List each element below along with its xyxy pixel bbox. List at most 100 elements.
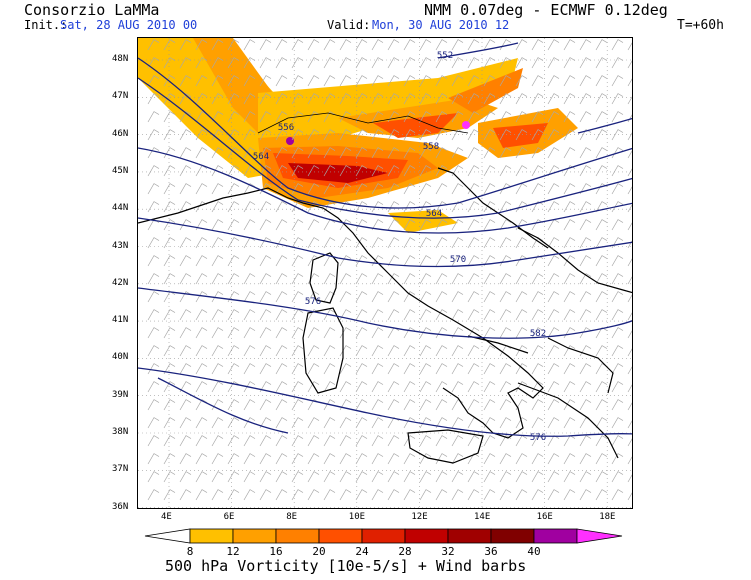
lon-tick-label: 16E	[536, 512, 553, 522]
wind-barb	[259, 291, 272, 303]
geopotential-contour-4	[138, 217, 632, 268]
wind-barb	[483, 291, 496, 303]
wind-barb	[243, 381, 256, 393]
wind-barb	[227, 39, 240, 51]
wind-barb	[467, 219, 480, 231]
wind-barb	[531, 417, 544, 429]
wind-barb	[371, 417, 384, 429]
wind-barb	[275, 399, 288, 411]
wind-barb	[355, 147, 368, 159]
wind-barb	[499, 309, 512, 321]
wind-barb	[579, 201, 592, 213]
geopotential-contour-2	[138, 77, 632, 219]
wind-barb	[291, 165, 304, 177]
wind-barb	[275, 489, 288, 501]
wind-barb	[579, 435, 592, 447]
wind-barb	[579, 255, 592, 267]
wind-barb	[563, 93, 576, 105]
wind-barb	[531, 291, 544, 303]
lat-tick-label: 39N	[112, 389, 129, 400]
colorbar-box	[447, 528, 492, 544]
wind-barb	[243, 363, 256, 375]
wind-barb	[291, 489, 304, 501]
wind-barb	[275, 363, 288, 375]
wind-barb	[627, 456, 632, 465]
wind-barb	[595, 75, 608, 87]
valid-label: Valid:	[327, 18, 371, 32]
wind-barb	[563, 39, 576, 51]
wind-barb	[419, 345, 432, 357]
wind-barb	[483, 201, 496, 213]
wind-barb	[179, 309, 192, 321]
wind-barb	[339, 201, 352, 213]
wind-barb	[339, 399, 352, 411]
wind-barb	[227, 183, 240, 195]
wind-barb	[595, 309, 608, 321]
wind-barb	[211, 165, 224, 177]
wind-barb	[547, 93, 560, 105]
wind-barb	[259, 471, 272, 483]
contour-label: 556	[278, 123, 294, 133]
wind-barb	[275, 219, 288, 231]
wind-barb	[467, 399, 480, 411]
wind-barb	[403, 309, 416, 321]
wind-barb	[515, 273, 528, 285]
wind-barb	[627, 366, 632, 375]
wind-barb	[259, 129, 272, 141]
wind-barb	[403, 435, 416, 447]
wind-barb	[243, 345, 256, 357]
wind-barb	[147, 363, 160, 375]
coastline-6	[547, 337, 614, 394]
wind-barb	[163, 453, 176, 465]
wind-barb	[339, 417, 352, 429]
wind-barb	[499, 381, 512, 393]
wind-barb	[179, 147, 192, 159]
lat-tick-label: 48N	[112, 54, 129, 64]
wind-barb	[419, 381, 432, 393]
wind-barb	[563, 309, 576, 321]
wind-barb	[195, 399, 208, 411]
wind-barb	[179, 183, 192, 195]
wind-barb	[307, 237, 320, 249]
vorticity-shading	[138, 38, 578, 233]
wind-barb	[547, 309, 560, 321]
wind-barb	[483, 435, 496, 447]
wind-barb	[435, 345, 448, 357]
wind-barb	[451, 201, 464, 213]
wind-barb	[595, 381, 608, 393]
wind-barb	[531, 183, 544, 195]
wind-barb	[323, 363, 336, 375]
wind-barb	[547, 201, 560, 213]
wind-barb	[483, 399, 496, 411]
wind-barb	[451, 489, 464, 501]
wind-barb	[627, 186, 632, 195]
wind-barb	[179, 219, 192, 231]
wind-barb	[611, 111, 624, 123]
wind-barb	[451, 381, 464, 393]
geopotential-contour-1	[138, 57, 632, 209]
wind-barb	[243, 75, 256, 87]
wind-barb	[195, 219, 208, 231]
wind-barb	[563, 129, 576, 141]
wind-barb	[547, 147, 560, 159]
lon-tick-label: 4E	[161, 512, 172, 522]
wind-barb	[371, 471, 384, 483]
wind-barb	[291, 309, 304, 321]
wind-barb	[467, 291, 480, 303]
wind-barb	[435, 381, 448, 393]
coastline-4	[517, 382, 619, 459]
wind-barb	[451, 327, 464, 339]
wind-barb	[355, 237, 368, 249]
wind-barb	[435, 237, 448, 249]
wind-barb	[211, 255, 224, 267]
wind-barb	[563, 471, 576, 483]
colorbar-box	[361, 528, 406, 544]
wind-barb	[147, 435, 160, 447]
lat-tick-label: 41N	[112, 315, 129, 326]
wind-barb	[323, 201, 336, 213]
wind-barb	[259, 489, 272, 501]
wind-barb	[483, 237, 496, 249]
wind-barb	[515, 399, 528, 411]
wind-barb	[227, 93, 240, 105]
wind-barb	[259, 273, 272, 285]
